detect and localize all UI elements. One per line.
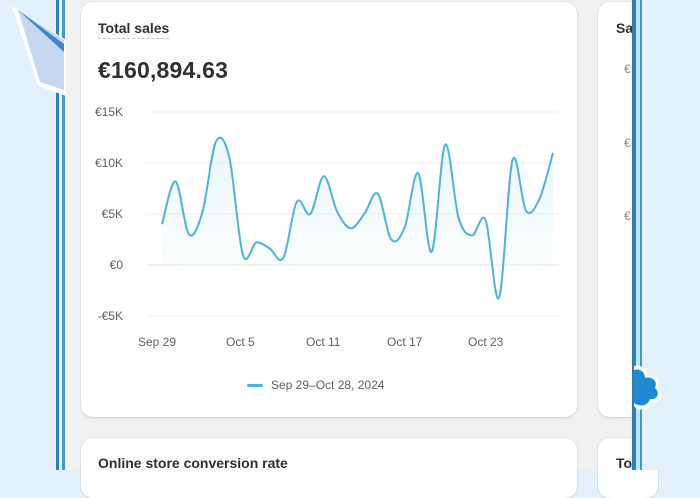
legend-label: Sep 29–Oct 28, 2024 [271, 378, 385, 392]
y-tick-10k: €10K [94, 156, 123, 170]
x-tick-oct17: Oct 17 [387, 335, 423, 349]
y-tick-5k: €5K [101, 207, 123, 221]
card-title-partial: Sa [616, 20, 634, 36]
dashboard-canvas: Total sales €160,894.63 €15K €10K €5K €0… [66, 0, 658, 498]
total-sales-value: €160,894.63 [98, 57, 229, 83]
x-tick-sep29: Sep 29 [138, 335, 177, 349]
card-title[interactable]: Total sales [98, 20, 170, 39]
card-title[interactable]: Online store conversion rate [98, 455, 288, 471]
sales-line[interactable] [161, 136, 554, 300]
sales-line-chart[interactable] [81, 2, 577, 342]
y-tick-15k: €15K [94, 105, 123, 119]
y-tick-0: €0 [109, 258, 123, 272]
y-tick-neg5k: -€5K [97, 309, 123, 323]
sales-area [162, 137, 553, 299]
chart-legend[interactable]: Sep 29–Oct 28, 2024 [247, 378, 384, 392]
total-sales-card: Total sales €160,894.63 €15K €10K €5K €0… [81, 2, 577, 417]
frame-line-right-outer [632, 0, 636, 470]
x-tick-oct11: Oct 11 [306, 335, 341, 349]
x-tick-oct23: Oct 23 [468, 335, 504, 349]
frame-line-right-gap [636, 0, 640, 470]
legend-swatch [247, 383, 263, 387]
frame-line-right-inner [640, 0, 642, 470]
frame-line-left-outer [56, 0, 59, 470]
frame-line-left-inner [62, 0, 65, 470]
tick-partial: € [624, 62, 631, 76]
card-title-partial: To [616, 455, 633, 471]
tick-partial: € [624, 136, 631, 150]
blob-icon [634, 365, 662, 410]
tick-partial: € [624, 209, 631, 223]
paper-plane-icon [12, 6, 66, 96]
conversion-rate-card: Online store conversion rate [81, 438, 577, 498]
x-tick-oct5: Oct 5 [226, 335, 255, 349]
